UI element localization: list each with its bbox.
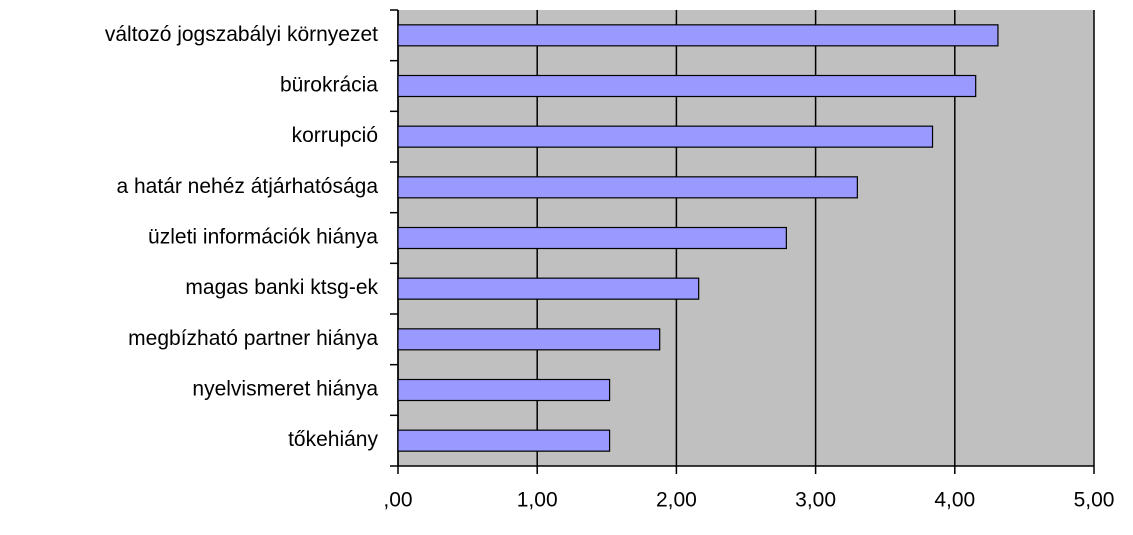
bar (397, 226, 787, 250)
y-tick-label: nyelvismeret hiánya (192, 378, 378, 401)
y-tick-label: korrupció (292, 124, 378, 147)
y-tick-label: üzleti információk hiánya (148, 226, 378, 249)
x-tick-label: 3,00 (795, 489, 836, 512)
x-tick-label: 4,00 (934, 489, 975, 512)
y-tick-label: változó jogszabályi környezet (105, 23, 378, 46)
bar (397, 176, 858, 199)
bar (397, 277, 700, 300)
y-tick-label: megbízható partner hiánya (128, 327, 378, 350)
y-tick-label: tőkehiány (288, 428, 378, 451)
x-tick-label: ,00 (383, 489, 412, 512)
bar (397, 125, 934, 148)
x-tick-label: 2,00 (656, 489, 697, 512)
y-tick-label: a határ nehéz átjárhatósága (116, 175, 378, 198)
bar (397, 328, 661, 351)
bar (397, 74, 977, 98)
y-tick-label: magas banki ktsg-ek (185, 276, 378, 299)
x-tick-label: 1,00 (517, 489, 558, 512)
bar (397, 429, 611, 452)
x-tick-label: 5,00 (1074, 489, 1115, 512)
y-tick-label: bürokrácia (280, 74, 378, 97)
bar (397, 378, 611, 402)
bar (397, 24, 999, 47)
